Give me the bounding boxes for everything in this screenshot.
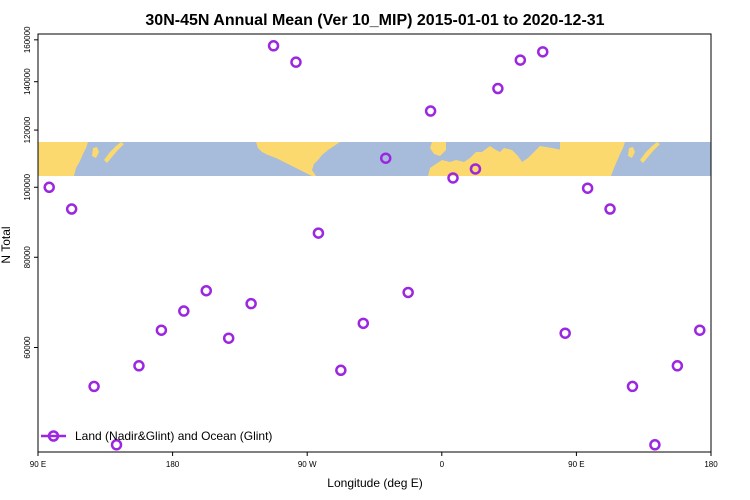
x-tick-label-0: 90 E xyxy=(30,460,46,469)
data-point-6 xyxy=(178,305,190,317)
plot-frame xyxy=(37,33,712,453)
data-point-23 xyxy=(559,327,571,339)
legend-marker xyxy=(47,430,60,442)
y-tick-label-3: 120000 xyxy=(23,116,32,143)
data-point-14 xyxy=(357,317,370,330)
data-point-2 xyxy=(88,380,100,393)
x-tick-label-3: 0 xyxy=(440,460,445,469)
data-point-3 xyxy=(110,439,123,451)
data-point-22 xyxy=(537,46,549,58)
data-point-1 xyxy=(65,203,78,215)
data-point-9 xyxy=(245,297,257,310)
x-tick-label-end: 180 xyxy=(704,460,718,469)
y-tick-label-5: 160000 xyxy=(23,26,32,53)
data-point-13 xyxy=(335,364,347,377)
x-axis: 90 E 180 90 W 0 90 E 180 xyxy=(30,452,718,469)
legend-label: Land (Nadir&Glint) and Ocean (Glint) xyxy=(75,429,272,443)
data-point-7 xyxy=(200,284,212,297)
data-point-16 xyxy=(402,286,414,299)
data-point-15 xyxy=(379,152,392,164)
data-point-29 xyxy=(694,324,706,336)
data-point-8 xyxy=(222,332,235,344)
y-tick-label-1: 80000 xyxy=(23,246,32,269)
data-point-26 xyxy=(626,380,639,393)
data-points xyxy=(43,40,706,451)
data-point-10 xyxy=(267,40,280,52)
data-point-25 xyxy=(604,203,616,215)
y-tick-label-4: 140000 xyxy=(23,68,32,95)
data-point-12 xyxy=(312,227,325,239)
data-point-5 xyxy=(155,324,168,336)
land-shapes xyxy=(38,142,660,176)
x-tick-label-1: 180 xyxy=(166,460,180,469)
x-tick-label-4: 90 E xyxy=(568,460,584,469)
data-point-0 xyxy=(43,181,55,194)
data-point-20 xyxy=(492,82,504,95)
data-point-17 xyxy=(424,105,437,117)
y-axis-label: N Total xyxy=(0,226,13,263)
data-point-19 xyxy=(469,163,482,175)
legend: Land (Nadir&Glint) and Ocean (Glint) xyxy=(41,429,272,443)
chart-title: 30N-45N Annual Mean (Ver 10_MIP) 2015-01… xyxy=(145,12,604,29)
data-point-18 xyxy=(447,172,459,184)
y-tick-label-2: 100000 xyxy=(23,173,32,200)
x-tick-label-2: 90 W xyxy=(298,460,317,469)
data-point-27 xyxy=(649,439,661,451)
y-axis: 60000 80000 100000 120000 140000 160000 xyxy=(23,26,38,359)
y-tick-label-0: 60000 xyxy=(23,336,32,359)
data-point-4 xyxy=(133,360,145,372)
data-point-28 xyxy=(671,360,684,372)
data-point-21 xyxy=(514,54,527,66)
data-point-24 xyxy=(581,182,594,194)
world-map-band xyxy=(38,142,711,176)
x-axis-label: Longitude (deg E) xyxy=(327,476,422,490)
data-point-11 xyxy=(290,56,302,68)
